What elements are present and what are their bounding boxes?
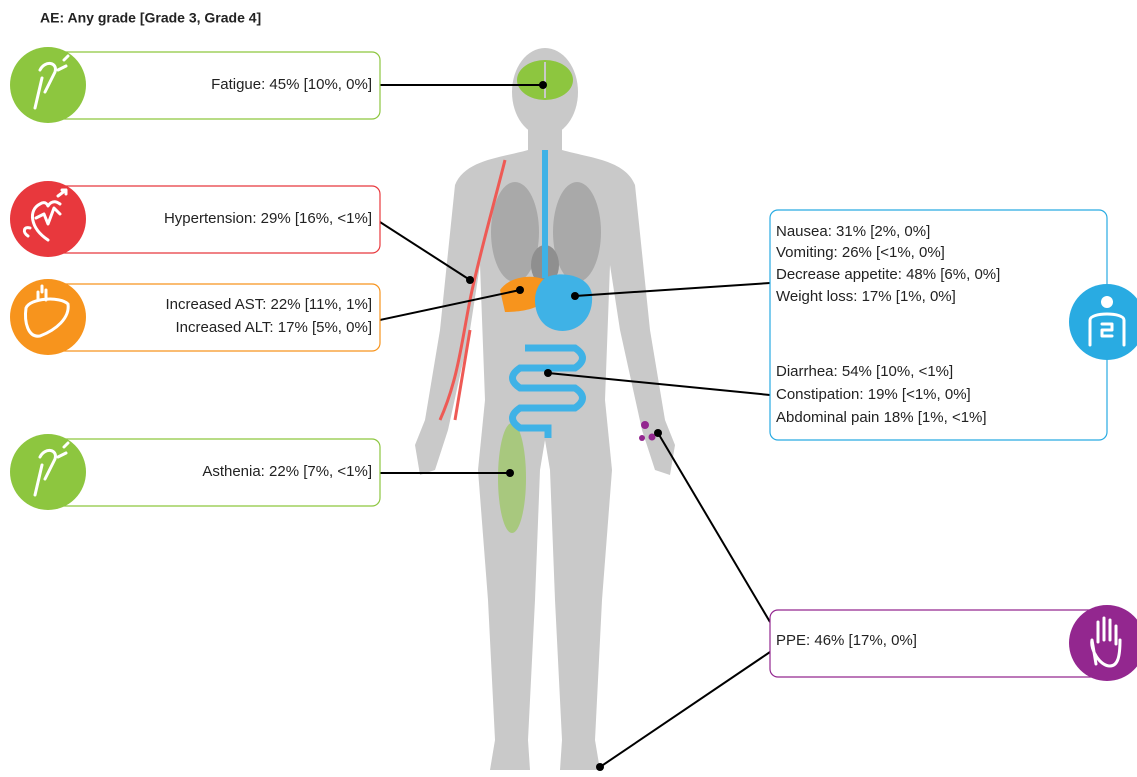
connector-dot bbox=[466, 276, 474, 284]
connector-dot bbox=[596, 763, 604, 771]
callout-text: Constipation: 19% [<1%, 0%] bbox=[776, 386, 971, 403]
callout-text: Fatigue: 45% [10%, 0%] bbox=[211, 76, 372, 93]
connector-dot bbox=[544, 369, 552, 377]
body bbox=[415, 48, 675, 770]
connector bbox=[658, 433, 770, 622]
connector-dot bbox=[654, 429, 662, 437]
connector-dot bbox=[506, 469, 514, 477]
callout-text: Abdominal pain 18% [1%, <1%] bbox=[776, 409, 987, 426]
callout-text: Increased AST: 22% [11%, 1%] bbox=[165, 296, 372, 313]
connector-dot bbox=[571, 292, 579, 300]
connector bbox=[600, 652, 770, 767]
callout-text: Increased ALT: 17% [5%, 0%] bbox=[175, 319, 372, 336]
callout-text: Decrease appetite: 48% [6%, 0%] bbox=[776, 266, 1000, 283]
hypertension-icon bbox=[10, 181, 86, 257]
callout-text: Asthenia: 22% [7%, <1%] bbox=[202, 463, 372, 480]
title: AE: Any grade [Grade 3, Grade 4] bbox=[40, 10, 261, 26]
ae-body-diagram: AE: Any grade [Grade 3, Grade 4] Fatig bbox=[0, 0, 1137, 777]
connector-dot bbox=[516, 286, 524, 294]
callout-text: Hypertension: 29% [16%, <1%] bbox=[164, 210, 372, 227]
callout-text: PPE: 46% [17%, 0%] bbox=[776, 632, 917, 649]
liver-icon bbox=[10, 279, 86, 355]
callout-text: Nausea: 31% [2%, 0%] bbox=[776, 223, 930, 240]
callout-text: Diarrhea: 54% [10%, <1%] bbox=[776, 363, 953, 380]
callout-text: Weight loss: 17% [1%, 0%] bbox=[776, 288, 956, 305]
callout-text: Vomiting: 26% [<1%, 0%] bbox=[776, 244, 945, 261]
callout-box bbox=[48, 284, 380, 351]
connector-dot bbox=[539, 81, 547, 89]
